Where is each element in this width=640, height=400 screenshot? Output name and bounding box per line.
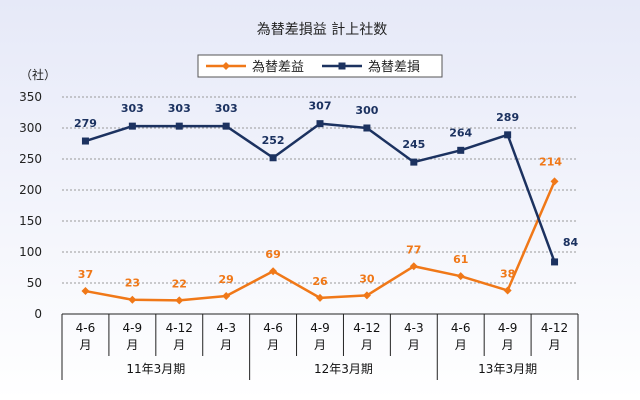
y-tick-label: 150	[19, 214, 42, 228]
data-label: 84	[563, 236, 579, 249]
data-point	[363, 124, 371, 132]
data-point	[503, 286, 512, 295]
data-label: 23	[125, 277, 140, 290]
data-label: 30	[359, 272, 375, 285]
data-label: 214	[539, 155, 562, 168]
data-point	[504, 131, 512, 139]
y-tick-label: 250	[19, 152, 42, 166]
data-label: 289	[496, 111, 519, 124]
data-point	[175, 296, 184, 305]
legend-label: 為替差損	[368, 59, 420, 75]
y-tick-label: 300	[19, 121, 42, 135]
data-label: 77	[406, 243, 421, 256]
legend-box	[197, 54, 443, 78]
axes: 0 50 100 150 200 250 300 350	[19, 90, 579, 380]
data-point	[409, 262, 418, 271]
data-point	[316, 293, 324, 302]
x-tick-label: 4-3 月	[216, 321, 236, 352]
grid	[62, 96, 578, 284]
data-label: 303	[168, 102, 191, 115]
data-label: 303	[121, 102, 144, 115]
x-tick-label: 4-9 月	[310, 321, 330, 352]
legend-label: 為替差益	[252, 59, 304, 75]
data-point	[457, 146, 465, 154]
data-point	[550, 177, 559, 186]
data-point	[362, 291, 371, 300]
series-layer: 37 23 22 29 69 26 30 77 61 38 214 279 303 303 303 252 30…	[74, 100, 579, 305]
legend-marker	[222, 62, 230, 70]
data-label: 279	[74, 117, 97, 130]
data-point	[128, 295, 137, 304]
data-point	[456, 272, 465, 281]
x-axis-categories: 4-6 月 4-9 月 4-12 月 4-3 月 4-6 月 4-9 月 4-12 月 4-3 月 4-6 月 4-…	[76, 321, 569, 376]
y-tick-label: 50	[27, 276, 42, 290]
data-point	[222, 122, 230, 130]
data-label: 37	[78, 268, 93, 281]
data-point	[316, 120, 324, 128]
data-point	[222, 292, 231, 301]
x-tick-label: 4-12 月	[166, 321, 193, 352]
data-point	[175, 122, 183, 130]
y-tick-label: 200	[19, 183, 42, 197]
data-point	[269, 154, 277, 162]
period-label: 11年3月期	[126, 362, 185, 376]
data-point	[81, 287, 90, 296]
x-tick-label: 4-9 月	[123, 321, 143, 352]
data-label: 29	[219, 273, 234, 286]
x-tick-label: 4-6 月	[76, 321, 96, 352]
chart-title: 為替差損益 計上社数	[257, 22, 387, 38]
y-tick-label: 100	[19, 245, 42, 259]
data-point	[410, 158, 418, 166]
period-label: 12年3月期	[314, 362, 373, 376]
x-tick-label: 4-6 月	[451, 321, 471, 352]
series: 279 303 303 303 252 307 300 245 264 289 84	[74, 100, 579, 266]
x-tick-label: 4-3 月	[404, 321, 424, 352]
data-label: 22	[172, 277, 187, 290]
y-tick-label: 350	[19, 90, 42, 104]
data-point	[551, 258, 559, 266]
x-tick-label: 4-6 月	[263, 321, 283, 352]
data-label: 61	[453, 253, 468, 266]
data-label: 303	[215, 102, 238, 115]
series: 37 23 22 29 69 26 30 77 61 38 214	[78, 155, 562, 305]
x-tick-label: 4-12 月	[353, 321, 380, 352]
data-point	[81, 137, 89, 145]
y-tick-label: 0	[34, 307, 42, 321]
legend: 為替差益 為替差損	[197, 54, 443, 78]
data-label: 252	[262, 134, 285, 147]
data-point	[128, 122, 136, 130]
x-tick-label: 4-9 月	[498, 321, 518, 352]
data-label: 69	[265, 248, 280, 261]
data-label: 245	[402, 138, 425, 151]
legend-marker	[338, 62, 346, 70]
data-point	[269, 267, 278, 276]
data-label: 264	[449, 126, 472, 139]
period-label: 13年3月期	[478, 362, 537, 376]
x-tick-label: 4-12 月	[541, 321, 568, 352]
data-label: 38	[500, 267, 515, 280]
data-label: 26	[312, 275, 328, 288]
data-label: 307	[309, 100, 332, 113]
y-axis-label: （社）	[20, 67, 56, 82]
data-label: 300	[355, 104, 378, 117]
